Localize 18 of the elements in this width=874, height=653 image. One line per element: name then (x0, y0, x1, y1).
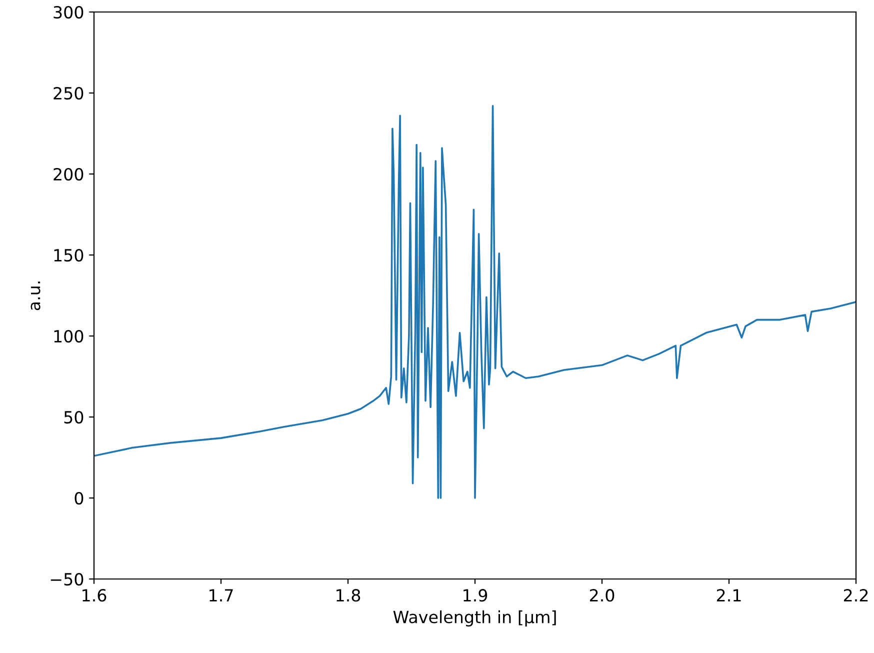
y-tick-label: 300 (54, 6, 84, 19)
y-tick-label: 100 (54, 330, 84, 343)
x-tick-label: 2.2 (844, 589, 868, 602)
x-axis-title: Wavelength in [µm] (393, 610, 556, 627)
y-tick-label: 150 (54, 248, 84, 262)
x-tick-label: 1.7 (210, 589, 233, 602)
y-axis-title: a.u. (30, 282, 40, 310)
line-series (94, 105, 856, 499)
x-tick-label: 1.9 (464, 589, 488, 602)
y-tick-label: 50 (64, 410, 84, 424)
y-tick-label: −50 (50, 572, 84, 586)
x-tick-label: 1.6 (82, 589, 106, 602)
x-tick-label: 2.0 (590, 589, 614, 602)
y-tick-label: 250 (54, 86, 84, 100)
y-tick-label: 200 (54, 168, 84, 181)
x-tick-label: 1.8 (336, 589, 360, 602)
y-tick-label: 0 (74, 492, 84, 505)
x-tick-label: 2.1 (716, 589, 741, 602)
